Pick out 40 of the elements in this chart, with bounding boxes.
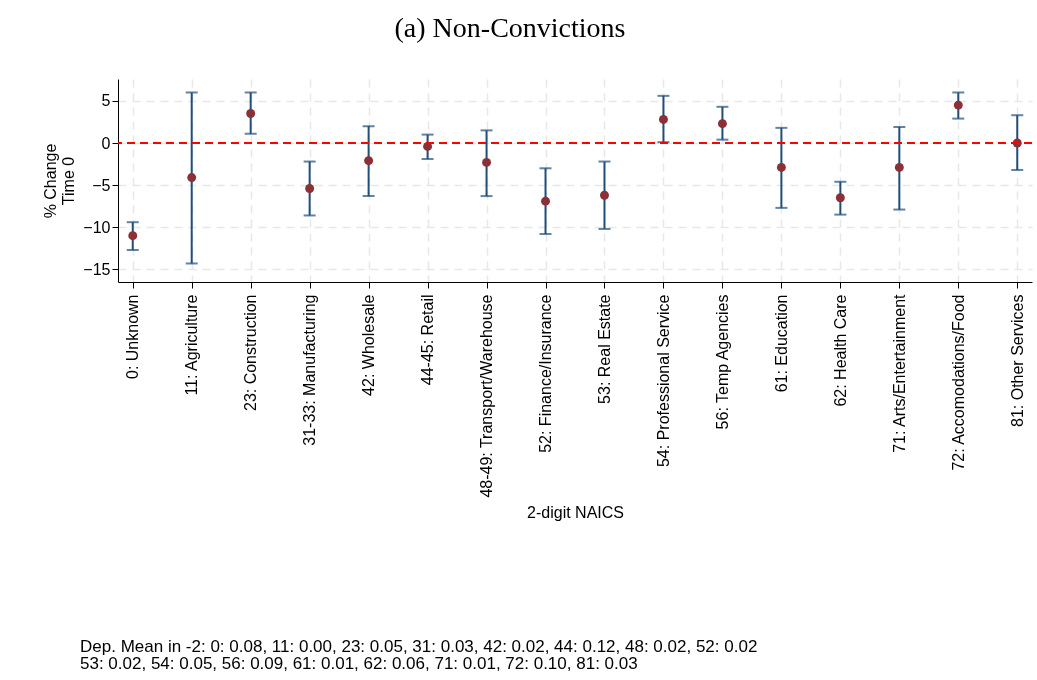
x-axis-title: 2-digit NAICS: [527, 503, 624, 521]
point: [541, 196, 550, 206]
x-tick-label: 23: Construction: [242, 294, 260, 412]
point: [658, 114, 668, 124]
y-tick-label: −5: [92, 176, 111, 194]
chart-title: (a) Non-Convictions: [394, 12, 626, 43]
y-axis-title: % Change Time 0: [42, 143, 78, 219]
text: 53: 0.02, 54: 0.05, 56: 0.09, 61: 0.01, 62: 0.06, 71: 0.01, 72: 0.10, 81: 0.03: [80, 654, 639, 673]
point: [187, 173, 197, 183]
point: [246, 109, 256, 118]
point: [600, 190, 609, 200]
point: [482, 157, 492, 167]
point: [364, 156, 374, 166]
y-tick-label: 5: [101, 92, 111, 110]
x-tick-label: 42: Wholesale: [360, 294, 378, 396]
x-tick-label: 54: Professional Service: [654, 294, 672, 468]
x-tick-label: 11: Agriculture: [183, 294, 201, 396]
x-tick-label: 71: Arts/Entertainment: [890, 293, 908, 453]
x-tick-label: 0: Unknown: [124, 294, 142, 379]
x-tick-label: 62: Health Care: [831, 294, 849, 407]
x-tick-label: 72: Accomodations/Food: [949, 294, 967, 471]
y-tick-label: 0: [101, 134, 111, 152]
x-tick-label: 56: Temp Agencies: [713, 294, 731, 430]
x-tick-label: 61: Education: [772, 294, 790, 393]
x-tick-label: 48-49: Transport/Warehouse: [478, 294, 496, 498]
point: [305, 184, 315, 193]
x-tick-label: 31-33: Manufacturing: [301, 294, 319, 446]
point: [717, 119, 727, 129]
y-tick-label: −15: [83, 260, 111, 278]
x-tick-label: 52: Finance/Insurance: [537, 294, 555, 453]
text: Dep. Mean in -2: 0: 0.08, 11: 0.00, 23: 0.05, 31: 0.03, 42: 0.02, 44: 0.12, 48: 0.02, 52: 0.02: [80, 637, 758, 656]
x-tick-label: 44-45: Retail: [419, 294, 437, 386]
y-tick-label: −10: [83, 218, 111, 236]
point: [894, 162, 904, 172]
point: [953, 100, 963, 110]
x-tick-label: 81: Other Services: [1008, 294, 1026, 427]
x-tick-label: 53: Real Estate: [595, 294, 613, 404]
point: [776, 162, 786, 172]
point: [128, 231, 138, 241]
point: [835, 193, 845, 203]
